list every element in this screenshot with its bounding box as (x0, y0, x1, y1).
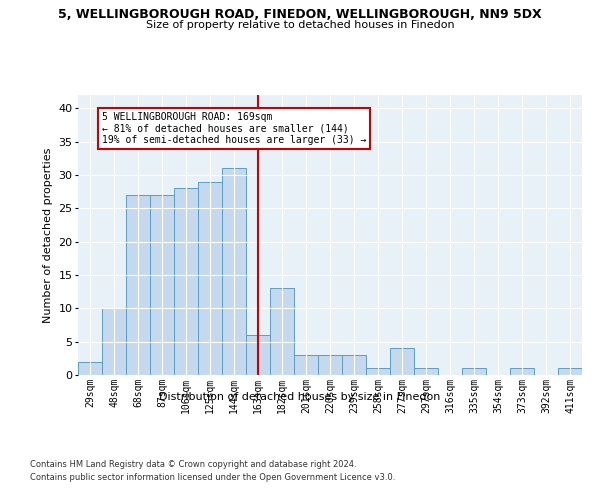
Bar (318, 355, 342, 375)
Bar (222, 168, 246, 375)
Bar (366, 368, 390, 375)
Bar (294, 355, 318, 375)
Y-axis label: Number of detached properties: Number of detached properties (43, 148, 53, 322)
Bar (246, 335, 270, 375)
Text: 5, WELLINGBOROUGH ROAD, FINEDON, WELLINGBOROUGH, NN9 5DX: 5, WELLINGBOROUGH ROAD, FINEDON, WELLING… (58, 8, 542, 20)
Text: 5 WELLINGBOROUGH ROAD: 169sqm
← 81% of detached houses are smaller (144)
19% of : 5 WELLINGBOROUGH ROAD: 169sqm ← 81% of d… (102, 112, 367, 145)
Bar (510, 368, 534, 375)
Bar (102, 308, 126, 375)
Bar (174, 188, 198, 375)
Text: Contains HM Land Registry data © Crown copyright and database right 2024.: Contains HM Land Registry data © Crown c… (30, 460, 356, 469)
Bar (150, 195, 174, 375)
Bar (78, 362, 102, 375)
Bar (462, 368, 486, 375)
Text: Distribution of detached houses by size in Finedon: Distribution of detached houses by size … (160, 392, 440, 402)
Bar (126, 195, 150, 375)
Bar (198, 182, 222, 375)
Text: Contains public sector information licensed under the Open Government Licence v3: Contains public sector information licen… (30, 472, 395, 482)
Bar (414, 368, 438, 375)
Bar (558, 368, 582, 375)
Bar (342, 355, 366, 375)
Bar (390, 348, 414, 375)
Text: Size of property relative to detached houses in Finedon: Size of property relative to detached ho… (146, 20, 454, 30)
Bar (270, 288, 294, 375)
